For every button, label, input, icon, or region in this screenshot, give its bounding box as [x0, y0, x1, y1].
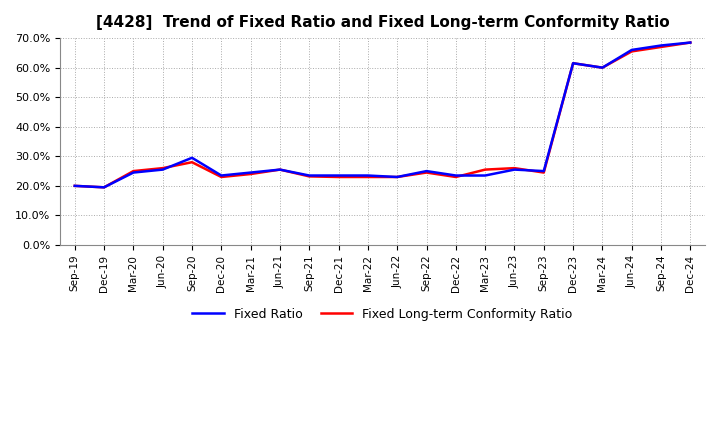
Fixed Ratio [422, 169, 431, 174]
Fixed Ratio [71, 183, 79, 188]
Fixed Long-term Conformity Ratio [451, 174, 460, 180]
Fixed Long-term Conformity Ratio [393, 174, 402, 180]
Fixed Long-term Conformity Ratio [627, 49, 636, 54]
Fixed Long-term Conformity Ratio [246, 172, 255, 177]
Fixed Long-term Conformity Ratio [422, 170, 431, 175]
Fixed Long-term Conformity Ratio [539, 170, 548, 175]
Fixed Long-term Conformity Ratio [686, 40, 695, 45]
Fixed Long-term Conformity Ratio [598, 65, 607, 70]
Fixed Ratio [364, 173, 372, 178]
Fixed Ratio [569, 61, 577, 66]
Fixed Ratio [657, 43, 665, 48]
Line: Fixed Ratio: Fixed Ratio [75, 43, 690, 187]
Fixed Long-term Conformity Ratio [129, 169, 138, 174]
Fixed Long-term Conformity Ratio [217, 174, 225, 180]
Fixed Ratio [510, 167, 519, 172]
Fixed Ratio [129, 170, 138, 175]
Line: Fixed Long-term Conformity Ratio: Fixed Long-term Conformity Ratio [75, 43, 690, 187]
Title: [4428]  Trend of Fixed Ratio and Fixed Long-term Conformity Ratio: [4428] Trend of Fixed Ratio and Fixed Lo… [96, 15, 670, 30]
Fixed Long-term Conformity Ratio [276, 167, 284, 172]
Fixed Ratio [539, 169, 548, 174]
Fixed Ratio [188, 155, 197, 161]
Fixed Ratio [598, 65, 607, 70]
Fixed Long-term Conformity Ratio [188, 160, 197, 165]
Fixed Ratio [393, 174, 402, 180]
Fixed Ratio [451, 173, 460, 178]
Fixed Long-term Conformity Ratio [510, 165, 519, 171]
Legend: Fixed Ratio, Fixed Long-term Conformity Ratio: Fixed Ratio, Fixed Long-term Conformity … [187, 303, 577, 326]
Fixed Long-term Conformity Ratio [364, 174, 372, 180]
Fixed Ratio [246, 170, 255, 175]
Fixed Long-term Conformity Ratio [158, 165, 167, 171]
Fixed Long-term Conformity Ratio [569, 61, 577, 66]
Fixed Ratio [276, 167, 284, 172]
Fixed Ratio [305, 173, 314, 178]
Fixed Long-term Conformity Ratio [334, 174, 343, 180]
Fixed Ratio [217, 173, 225, 178]
Fixed Long-term Conformity Ratio [305, 174, 314, 179]
Fixed Ratio [481, 173, 490, 178]
Fixed Ratio [158, 167, 167, 172]
Fixed Ratio [334, 173, 343, 178]
Fixed Ratio [627, 47, 636, 52]
Fixed Long-term Conformity Ratio [71, 183, 79, 188]
Fixed Long-term Conformity Ratio [481, 167, 490, 172]
Fixed Ratio [686, 40, 695, 45]
Fixed Long-term Conformity Ratio [100, 185, 109, 190]
Fixed Long-term Conformity Ratio [657, 44, 665, 50]
Fixed Ratio [100, 185, 109, 190]
